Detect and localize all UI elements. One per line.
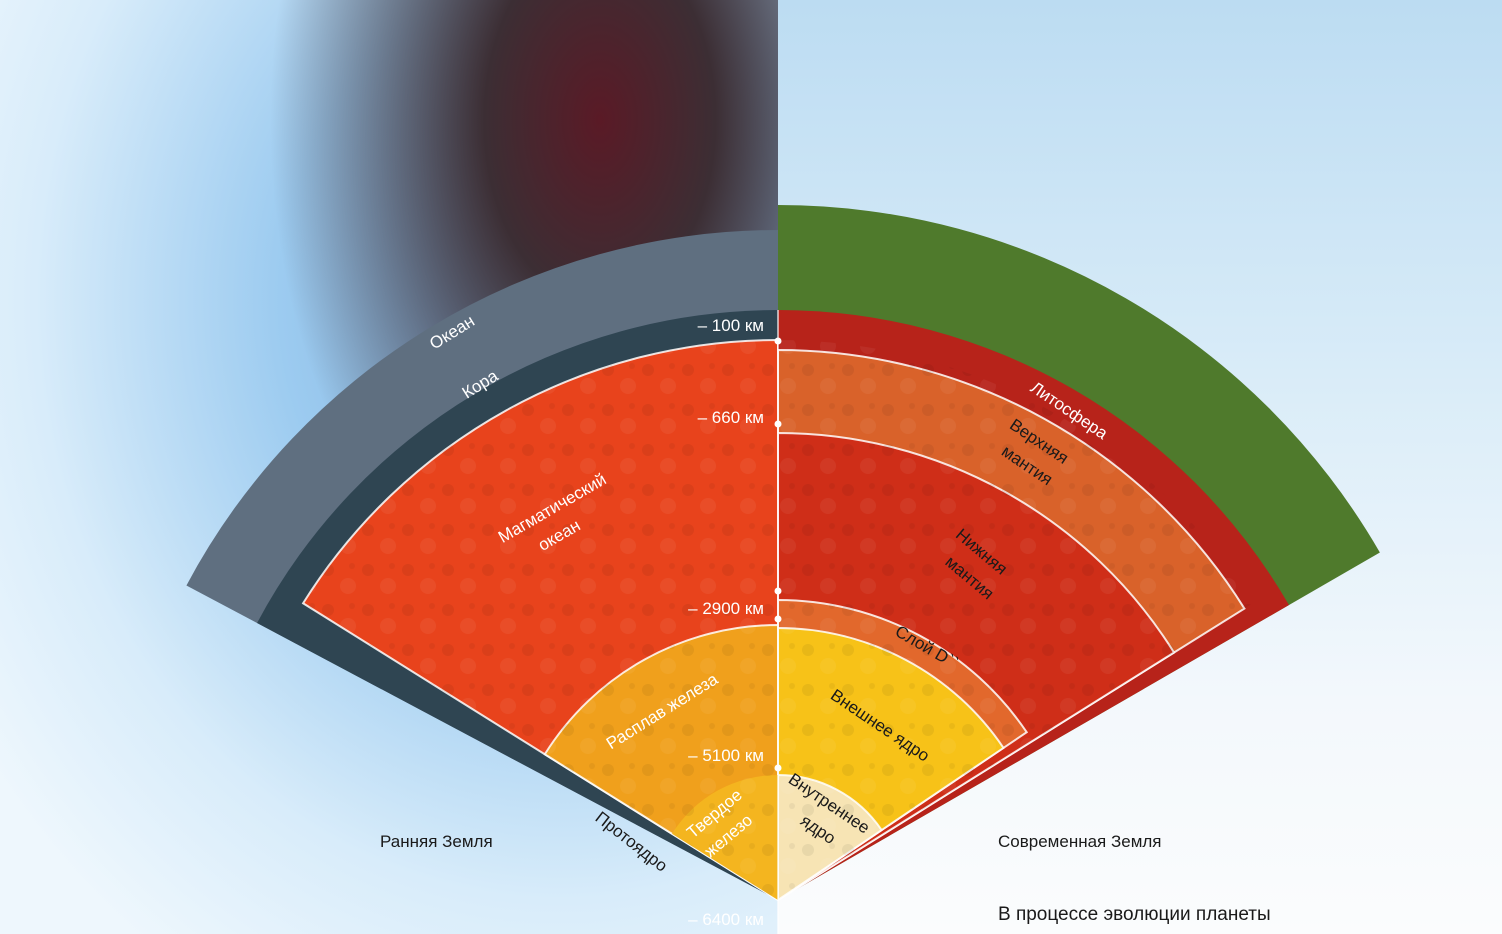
early-earth-caption: Ранняя Земля: [380, 832, 493, 851]
depth-660-label: – 660 км: [698, 408, 764, 427]
depth-markers: – 100 км – 660 км – 2900 км – 5100 км – …: [688, 316, 782, 929]
depth-dot-2900: [774, 587, 782, 595]
depth-dot-100: [774, 337, 782, 345]
depth-dot-5100: [774, 764, 782, 772]
depth-6400-label: – 6400 км: [688, 910, 764, 929]
depth-2900-label: – 2900 км: [688, 599, 764, 618]
depth-dot-660: [774, 420, 782, 428]
evolution-caption: В процессе эволюции планеты: [998, 904, 1271, 925]
modern-earth-caption: Современная Земля: [998, 832, 1162, 851]
depth-100-label: – 100 км: [698, 316, 764, 335]
depth-5100-label: – 5100 км: [688, 746, 764, 765]
depth-dot-2900b: [774, 615, 782, 623]
